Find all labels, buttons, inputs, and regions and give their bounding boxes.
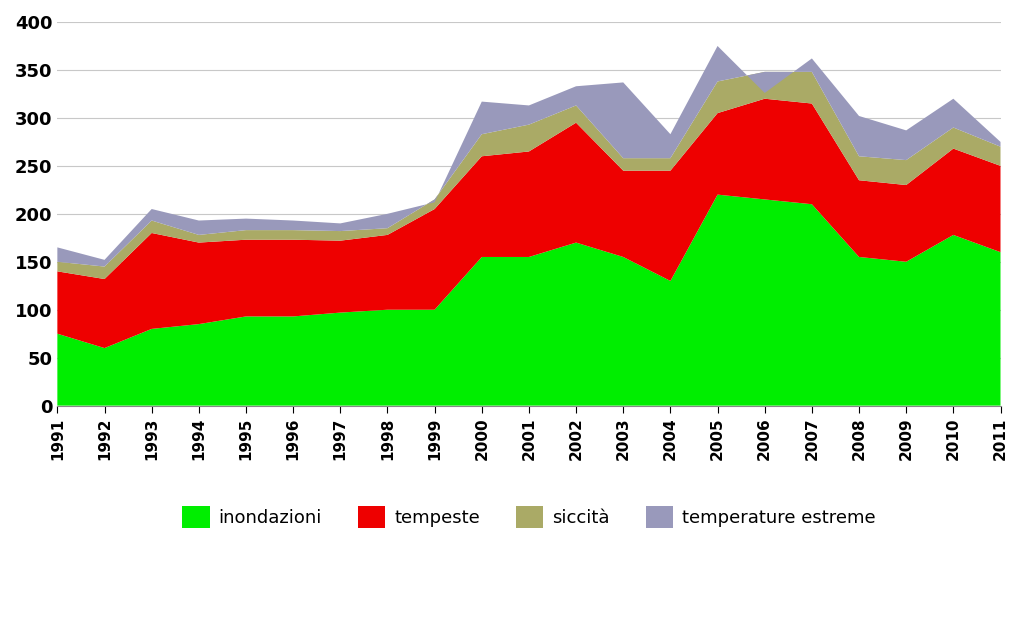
Legend: inondazioni, tempeste, siccità, temperature estreme: inondazioni, tempeste, siccità, temperat… bbox=[175, 499, 883, 535]
